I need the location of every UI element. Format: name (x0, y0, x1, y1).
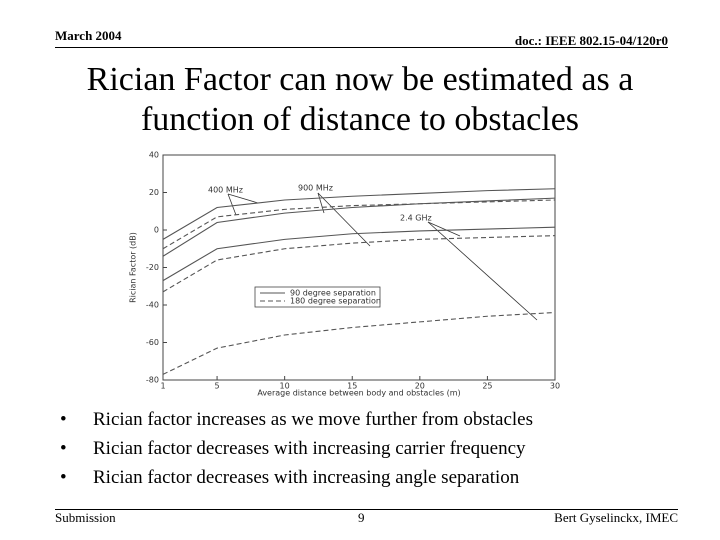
series-line (162, 226, 556, 282)
bullet: Rician factor increases as we move furth… (60, 405, 533, 434)
y-tick-label: 0 (154, 226, 159, 235)
bullet: Rician factor decreases with increasing … (60, 434, 533, 463)
annotation: 2.4 GHz (400, 214, 432, 223)
annotation: 400 MHz (208, 186, 243, 195)
x-tick-label: 1 (160, 382, 165, 391)
series-line (162, 188, 556, 240)
y-tick-label: -20 (146, 263, 159, 272)
series-line (162, 311, 556, 375)
y-tick-label: 40 (149, 151, 159, 160)
footer-right: Bert Gyselinckx, IMEC (554, 510, 678, 525)
title-line: Rician Factor can now be estimated as a (86, 61, 634, 98)
x-tick-label: 15 (347, 382, 357, 391)
x-tick-label: 10 (280, 382, 290, 391)
x-tick-label: 25 (482, 382, 492, 391)
x-tick-label: 20 (415, 382, 425, 391)
slide-title: Rician Factor can now be estimated as a … (20, 60, 700, 140)
annotation: 900 MHz (298, 184, 333, 193)
y-tick-label: -80 (146, 376, 159, 385)
series-line (162, 197, 556, 257)
header-date: March 2004 (55, 28, 122, 43)
y-tick-label: 20 (149, 188, 159, 197)
title-line: function of distance to obstacles (140, 101, 580, 138)
y-tick-label: -40 (146, 301, 159, 310)
x-tick-label: 30 (550, 382, 560, 391)
legend-label: 180 degree separation (290, 297, 381, 306)
y-tick-label: -60 (146, 338, 159, 347)
bullet: Rician factor decreases with increasing … (60, 463, 533, 492)
y-axis-label: Rician Factor (dB) (129, 232, 138, 303)
footer-rule (55, 509, 678, 510)
bullet-list: Rician factor increases as we move furth… (60, 405, 533, 492)
header-doc: doc.: IEEE 802.15-04/120r0 (514, 33, 668, 48)
x-axis-label: Average distance between body and obstac… (257, 389, 460, 398)
header-rule (55, 47, 668, 48)
footer-left: Submission (55, 510, 116, 525)
x-tick-label: 5 (215, 382, 220, 391)
legend-box (254, 286, 381, 308)
page-number: 9 (358, 510, 365, 525)
legend-label: 90 degree separation (290, 289, 376, 298)
